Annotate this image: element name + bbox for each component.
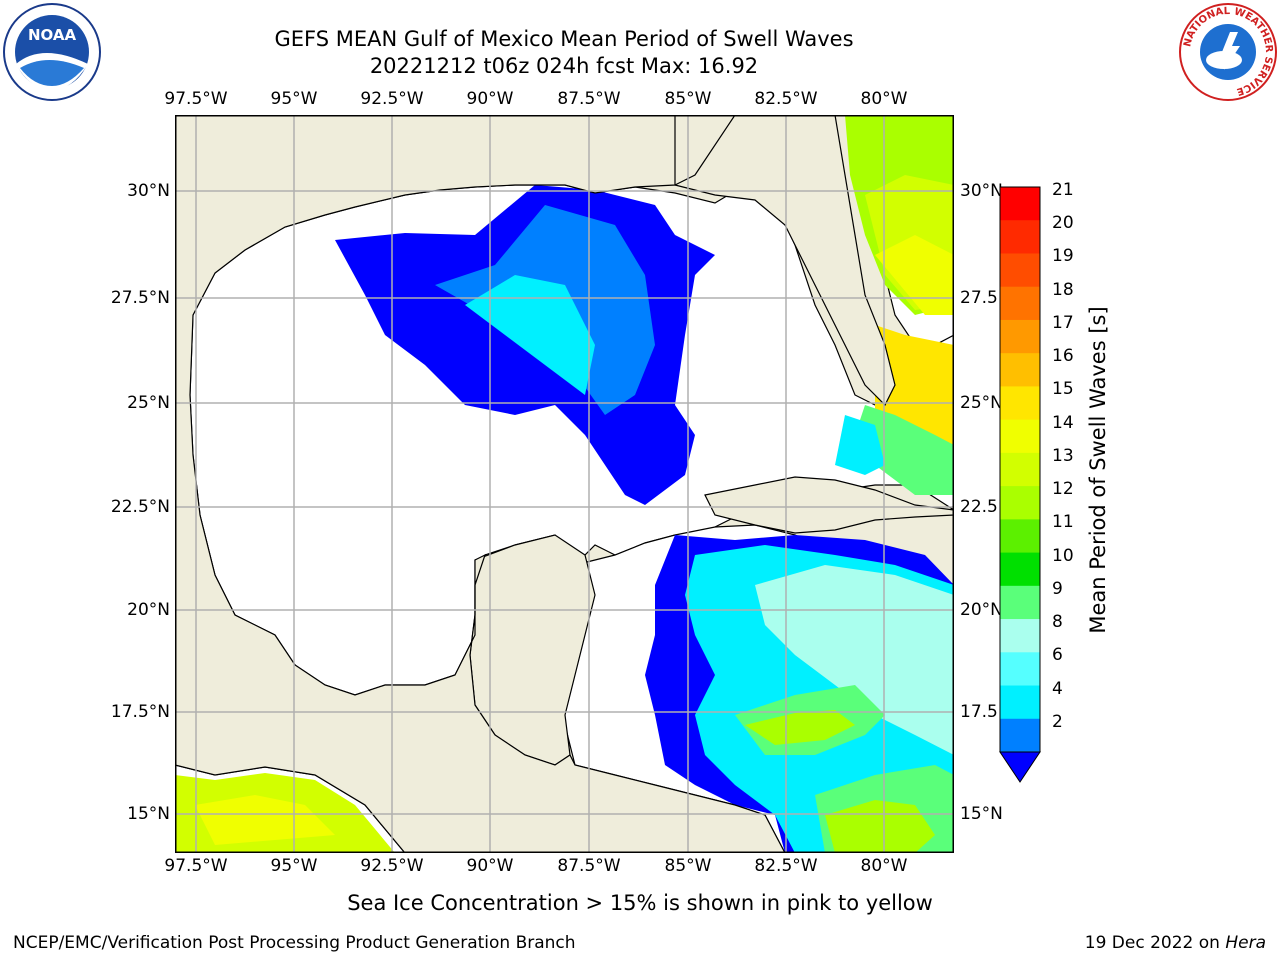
lon-tick-top: 90°W <box>466 89 514 109</box>
lon-tick-top: 92.5°W <box>360 89 424 109</box>
colorbar-tick-label: 8 <box>1052 612 1063 633</box>
colorbar-tick-label: 16 <box>1052 346 1074 367</box>
landmasses <box>175 115 954 853</box>
gulf-of-mexico-map <box>175 115 954 853</box>
footer-credit: NCEP/EMC/Verification Post Processing Pr… <box>13 933 576 953</box>
colorbar-segment <box>1000 353 1040 387</box>
colorbar-segment <box>1000 685 1040 720</box>
colorbar-tick-label: 19 <box>1052 246 1074 267</box>
colorbar-segment <box>1000 619 1040 653</box>
colorbar-segment <box>1000 718 1040 753</box>
lat-tick-left: 27.5°N <box>110 288 170 308</box>
colorbar-segment <box>1000 652 1040 687</box>
lat-tick-right: 27.5 <box>960 288 998 308</box>
map-title: GEFS MEAN Gulf of Mexico Mean Period of … <box>274 27 854 51</box>
colorbar-tick-label: 15 <box>1052 379 1074 400</box>
colorbar-segment <box>1000 386 1040 421</box>
colorbar-title: Mean Period of Swell Waves [s] <box>1086 306 1110 634</box>
colorbar <box>999 186 1041 783</box>
footer-date-text: 19 Dec 2022 on <box>1084 933 1226 953</box>
colorbar-outline <box>999 186 1041 753</box>
colorbar-tick-label: 17 <box>1052 312 1074 333</box>
colorbar-tick-label: 11 <box>1052 512 1074 533</box>
lat-tick-left: 15°N <box>127 804 170 824</box>
lon-tick-bottom: 90°W <box>466 856 514 876</box>
colorbar-segment <box>1000 486 1040 520</box>
sea-ice-note-text: Sea Ice Concentration > 15% is shown in … <box>347 891 933 915</box>
colorbar-tick-label: 9 <box>1052 578 1063 599</box>
lat-tick-left: 25°N <box>127 393 170 413</box>
colorbar-segment <box>1000 220 1040 254</box>
lat-tick-left: 22.5°N <box>110 497 170 517</box>
lat-tick-right: 25°N <box>960 393 1003 413</box>
lon-tick-bottom: 92.5°W <box>360 856 424 876</box>
colorbar-tick-label: 14 <box>1052 412 1074 433</box>
sea-ice-note: Sea Ice Concentration > 15% is shown in … <box>0 891 1280 915</box>
colorbar-segment <box>1000 187 1040 221</box>
graticule <box>175 115 954 853</box>
lon-tick-bottom: 80°W <box>860 856 908 876</box>
colorbar-tick-label: 4 <box>1052 678 1063 699</box>
lat-tick-right: 20°N <box>960 600 1003 620</box>
colorbar-tick-label: 12 <box>1052 479 1074 500</box>
nws-logo: NATIONAL WEATHER SERVICE <box>1179 3 1277 101</box>
colorbar-segment <box>1000 319 1040 354</box>
colorbar-tick-label: 6 <box>1052 645 1063 666</box>
lat-tick-left: 30°N <box>127 181 170 201</box>
lon-tick-bottom: 95°W <box>270 856 318 876</box>
colorbar-segment <box>1000 519 1040 554</box>
lat-tick-right: 15°N <box>960 804 1003 824</box>
lat-tick-right: 22.5 <box>960 497 998 517</box>
colorbar-tick-label: 10 <box>1052 545 1074 566</box>
lon-tick-bottom: 85°W <box>664 856 712 876</box>
colorbar-segment <box>1000 286 1040 321</box>
lon-tick-top: 82.5°W <box>754 89 818 109</box>
map-subtitle: 20221212 t06z 024h fcst Max: 16.92 <box>369 54 759 78</box>
colorbar-segment <box>1000 552 1040 587</box>
colorbar-tick-label: 21 <box>1052 180 1074 200</box>
colorbar-extend-triangle <box>999 751 1041 783</box>
lat-tick-right: 30°N <box>960 181 1003 201</box>
lon-tick-top: 85°W <box>664 89 712 109</box>
colorbar-segment <box>1000 452 1040 487</box>
svg-text:NOAA: NOAA <box>28 26 77 44</box>
lon-tick-top: 80°W <box>860 89 908 109</box>
lon-tick-top: 95°W <box>270 89 318 109</box>
lon-tick-bottom: 82.5°W <box>754 856 818 876</box>
lon-tick-top: 97.5°W <box>164 89 228 109</box>
colorbar-tick-label: 18 <box>1052 279 1074 300</box>
swell-period-field <box>175 115 954 853</box>
colorbar-tick-label: 13 <box>1052 445 1074 466</box>
colorbar-segment <box>1000 419 1040 454</box>
lon-tick-bottom: 97.5°W <box>164 856 228 876</box>
colorbar-tick-label: 20 <box>1052 213 1074 234</box>
colorbar-tick-label: 2 <box>1052 711 1063 732</box>
colorbar-segment <box>1000 585 1040 620</box>
lat-tick-right: 17.5 <box>960 702 998 722</box>
lat-tick-left: 17.5°N <box>110 702 170 722</box>
lon-tick-top: 87.5°W <box>557 89 621 109</box>
footer-machine: Hera <box>1225 933 1266 953</box>
lat-tick-left: 20°N <box>127 600 170 620</box>
colorbar-segment <box>1000 253 1040 288</box>
noaa-logo: NOAA <box>3 3 101 101</box>
lon-tick-bottom: 87.5°W <box>557 856 621 876</box>
footer-date: 19 Dec 2022 on Hera <box>1085 933 1266 953</box>
